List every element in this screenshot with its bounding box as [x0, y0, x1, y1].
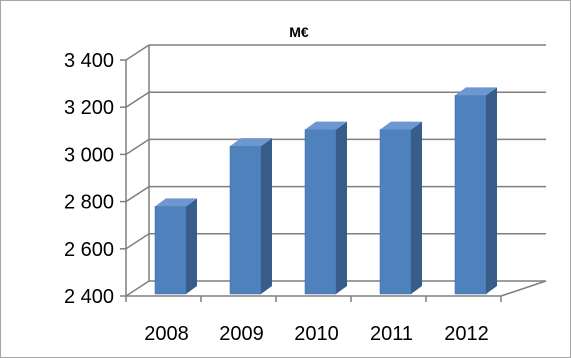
x-tick-label: 2011 [370, 323, 413, 345]
y-tick-label: 3 400 [64, 50, 114, 72]
x-tick-label: 2010 [294, 323, 339, 345]
bar-top-2009 [230, 138, 272, 147]
bar-top-2008 [155, 198, 197, 207]
y-tick-label: 2 800 [64, 192, 114, 214]
y-tick-label: 2 600 [64, 239, 114, 261]
bar-2011 [379, 129, 412, 295]
bar-top-2010 [305, 121, 347, 130]
bar-side-2012 [486, 87, 497, 295]
gridline-wall-diagonal [125, 280, 150, 297]
gridline-wall-diagonal [125, 91, 150, 108]
gridline-wall-diagonal [125, 185, 150, 203]
bar-2009 [229, 145, 262, 295]
y-tick-label: 3 000 [64, 144, 114, 166]
gridline-wall-diagonal [125, 44, 150, 61]
bars [154, 87, 497, 295]
bar-side-2008 [186, 198, 197, 294]
bar-top-2011 [380, 121, 422, 130]
bar-side-2011 [411, 121, 422, 295]
floor-edge [500, 280, 547, 297]
chart-title: M€ [289, 24, 309, 40]
y-tick-label: 2 400 [64, 286, 114, 308]
bar-top-2012 [455, 87, 497, 96]
y-tick-label: 3 200 [64, 97, 114, 119]
gridline-wall-diagonal [125, 138, 150, 156]
bar-side-2009 [261, 138, 272, 294]
x-tick-label: 2008 [144, 323, 189, 345]
bar-2008 [154, 206, 187, 295]
x-tick-label: 2012 [444, 323, 489, 345]
tick-labels: 2 400 2 600 2 800 3 000 3 200 3 400 2008 2009 20… [64, 50, 489, 345]
bar-2012 [454, 95, 487, 295]
x-tick-label: 2009 [219, 323, 264, 345]
bar-side-2010 [336, 121, 347, 295]
axes [120, 45, 547, 302]
bar-2010 [304, 129, 337, 295]
gridline-wall-diagonal [125, 233, 150, 250]
